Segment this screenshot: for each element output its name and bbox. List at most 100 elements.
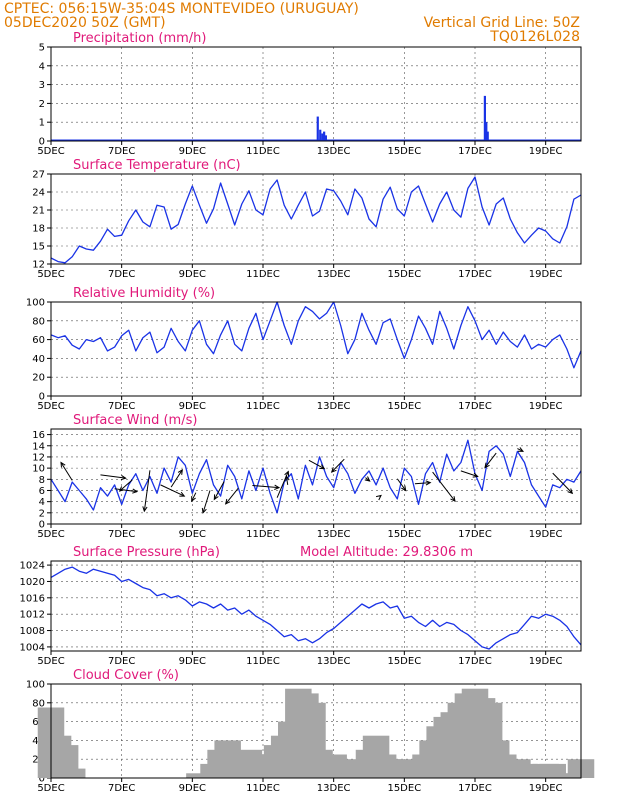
precipitation-bar xyxy=(486,131,489,141)
pressure-xtick-label: 13DEC xyxy=(317,656,351,667)
temperature-title: Surface Temperature (nC) xyxy=(73,158,241,173)
pressure-xtick-label: 5DEC xyxy=(37,656,64,667)
precipitation-ytick-label: 4 xyxy=(39,61,45,72)
wind-vector xyxy=(160,484,185,497)
humidity-xtick-label: 17DEC xyxy=(458,401,492,412)
pressure-xtick-label: 11DEC xyxy=(246,656,280,667)
wind-xtick-label: 17DEC xyxy=(458,529,492,540)
humidity-ytick-label: 0 xyxy=(39,392,45,403)
wind-vector xyxy=(484,452,497,468)
temperature-panel: Surface Temperature (nC) 12 15 18 21 24 27 5DEC… xyxy=(32,158,582,280)
wind-ytick-label: 16 xyxy=(32,430,45,441)
pressure-xtick-label: 15DEC xyxy=(387,656,421,667)
wind-vector-head xyxy=(517,447,525,452)
wind-vector xyxy=(285,475,289,485)
pressure-annotation: Model Altitude: 29.8306 m xyxy=(300,545,473,560)
wind-xtick-label: 7DEC xyxy=(108,529,135,540)
wind-vector-head xyxy=(191,496,196,503)
cloud-cover-bar xyxy=(58,768,86,778)
pressure-ytick-label: 1004 xyxy=(20,642,45,653)
wind-vector xyxy=(202,490,211,513)
header-grid-note: Vertical Grid Line: 50Z xyxy=(424,15,580,31)
pressure-series-line xyxy=(50,566,582,650)
wind-vector-head xyxy=(401,485,407,492)
humidity-xtick-label: 11DEC xyxy=(246,401,280,412)
wind-xtick-label: 13DEC xyxy=(317,529,351,540)
wind-vector xyxy=(552,472,573,494)
precipitation-xtick-label: 15DEC xyxy=(387,146,421,157)
wind-vector-head xyxy=(567,488,574,495)
precipitation-bar xyxy=(323,131,326,141)
wind-xtick-label: 9DEC xyxy=(179,529,206,540)
temperature-xtick-label: 19DEC xyxy=(529,269,563,280)
pressure-xtick-label: 9DEC xyxy=(179,656,206,667)
humidity-ytick-label: 20 xyxy=(32,373,45,384)
cloud-cover-xtick-label: 15DEC xyxy=(387,783,421,794)
cloud-cover-title: Cloud Cover (%) xyxy=(73,668,179,683)
temperature-ytick-label: 18 xyxy=(32,224,45,235)
humidity-series-line xyxy=(50,301,582,369)
pressure-xtick-label: 17DEC xyxy=(458,656,492,667)
wind-vector xyxy=(276,471,289,498)
cloud-cover-xtick-label: 7DEC xyxy=(108,783,135,794)
wind-vector-head xyxy=(201,507,207,514)
humidity-panel: Relative Humidity (%) 0 20 40 60 80 100 5DEC 7DE… xyxy=(26,286,582,412)
cloud-cover-xtick-label: 5DEC xyxy=(37,783,64,794)
wind-xtick-label: 11DEC xyxy=(246,529,280,540)
wind-ytick-label: 0 xyxy=(39,520,45,531)
humidity-xtick-label: 15DEC xyxy=(387,401,421,412)
temperature-xtick-label: 17DEC xyxy=(458,269,492,280)
wind-ytick-label: 2 xyxy=(39,508,45,519)
cloud-cover-xtick-label: 19DEC xyxy=(529,783,563,794)
precipitation-panel: Precipitation (mm/h) 0 1 2 3 4 5 5DEC 7DEC 9DEC 11… xyxy=(37,31,582,157)
precipitation-xtick-label: 19DEC xyxy=(529,146,563,157)
pressure-xtick-label: 7DEC xyxy=(108,656,135,667)
temperature-xtick-label: 15DEC xyxy=(387,269,421,280)
cloud-cover-frame xyxy=(50,683,582,779)
precipitation-bar xyxy=(316,116,319,141)
wind-vector-head xyxy=(179,491,186,497)
temperature-xtick-label: 11DEC xyxy=(246,269,280,280)
header-date: 05DEC2020 50Z (GMT) xyxy=(4,15,166,31)
temperature-xtick-label: 13DEC xyxy=(317,269,351,280)
wind-xtick-label: 19DEC xyxy=(529,529,563,540)
precipitation-xtick-label: 7DEC xyxy=(108,146,135,157)
temperature-ytick-label: 27 xyxy=(32,170,45,181)
wind-vector-head xyxy=(177,468,183,475)
pressure-xtick-label: 19DEC xyxy=(529,656,563,667)
temperature-xtick-label: 9DEC xyxy=(179,269,206,280)
humidity-ytick-label: 100 xyxy=(26,298,45,309)
wind-vector-head xyxy=(132,488,139,494)
pressure-panel: Surface Pressure (hPa) Model Altitude: 29… xyxy=(20,545,582,667)
wind-vector-head xyxy=(224,498,231,505)
wind-ytick-label: 8 xyxy=(39,475,45,486)
precipitation-xtick-label: 5DEC xyxy=(37,146,64,157)
wind-title: Surface Wind (m/s) xyxy=(73,413,197,428)
temperature-ytick-label: 21 xyxy=(32,206,45,217)
wind-ytick-label: 6 xyxy=(39,486,45,497)
wind-vector-head xyxy=(118,486,125,492)
wind-ytick-label: 10 xyxy=(32,464,45,475)
precipitation-ytick-label: 5 xyxy=(39,43,45,54)
wind-vector-head xyxy=(484,462,490,469)
wind-vector-head xyxy=(120,474,127,481)
wind-vector-head xyxy=(330,467,337,473)
temperature-ytick-label: 12 xyxy=(32,260,45,271)
wind-vector xyxy=(308,459,325,470)
precipitation-frame xyxy=(50,46,582,142)
temperature-xtick-label: 5DEC xyxy=(37,269,64,280)
pressure-ytick-label: 1024 xyxy=(20,561,45,572)
wind-vector-head xyxy=(213,494,219,501)
humidity-xtick-label: 19DEC xyxy=(529,401,563,412)
wind-vector-head xyxy=(284,474,290,481)
wind-ytick-label: 12 xyxy=(32,452,45,463)
temperature-xtick-label: 7DEC xyxy=(108,269,135,280)
pressure-frame xyxy=(50,560,582,652)
cloud-cover-xtick-label: 17DEC xyxy=(458,783,492,794)
cloud-cover-ytick-label: 80 xyxy=(32,698,45,709)
wind-ytick-label: 4 xyxy=(39,497,45,508)
wind-frame xyxy=(50,428,582,525)
humidity-xtick-label: 9DEC xyxy=(179,401,206,412)
